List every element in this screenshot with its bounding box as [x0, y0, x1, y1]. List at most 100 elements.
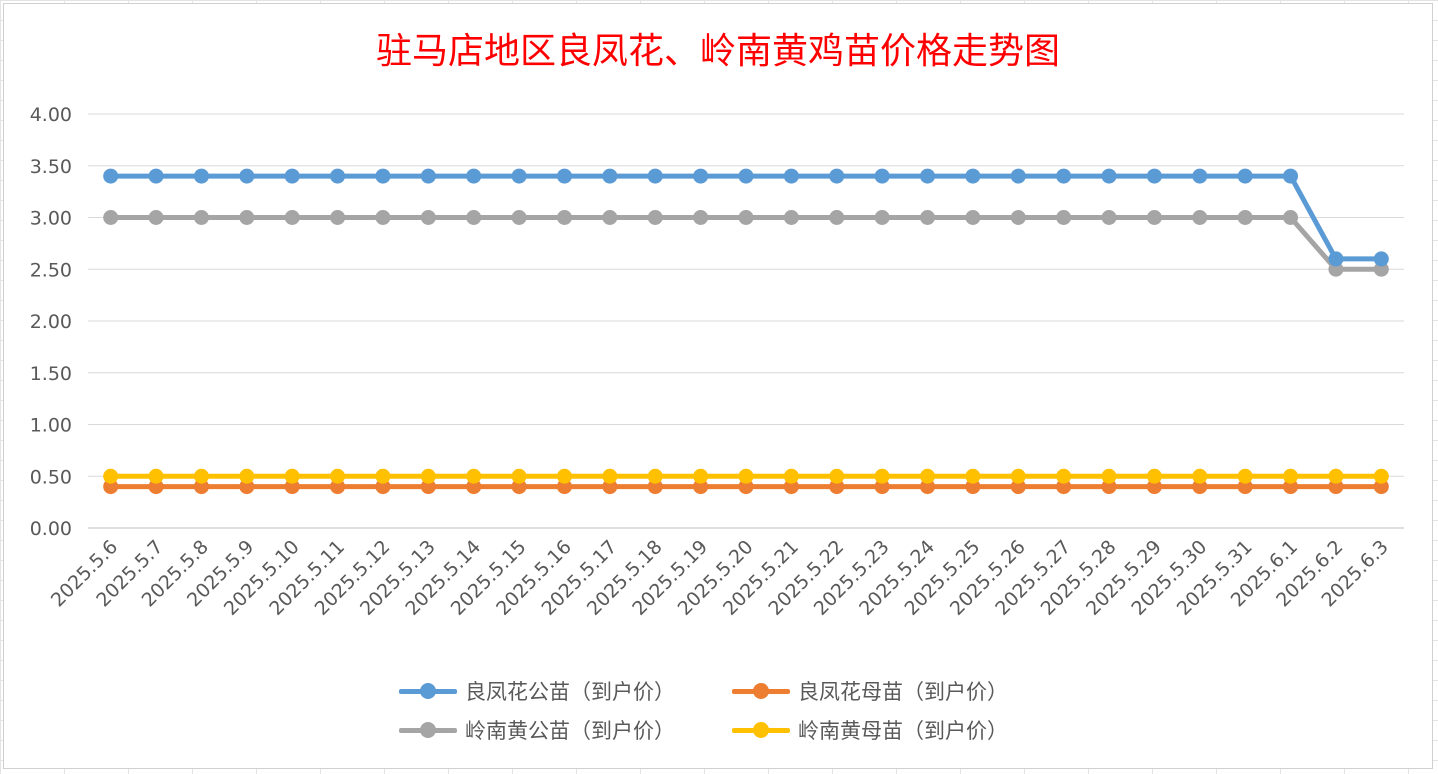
data-point[interactable]	[148, 468, 164, 484]
data-point[interactable]	[965, 210, 981, 225]
data-point[interactable]	[1146, 168, 1162, 184]
data-point[interactable]	[1101, 168, 1117, 184]
data-point[interactable]	[556, 479, 572, 495]
data-point[interactable]	[466, 479, 482, 495]
legend-item-series-1[interactable]: 良凤花公苗（到户价）	[397, 674, 675, 708]
data-point[interactable]	[1237, 210, 1253, 225]
data-point[interactable]	[1373, 468, 1389, 484]
data-point[interactable]	[874, 468, 890, 484]
data-point[interactable]	[1192, 210, 1208, 225]
data-point[interactable]	[148, 210, 164, 225]
data-point[interactable]	[420, 168, 436, 184]
data-point[interactable]	[193, 168, 209, 184]
data-point[interactable]	[239, 479, 255, 495]
data-point[interactable]	[1373, 479, 1389, 495]
data-point[interactable]	[1283, 479, 1299, 495]
data-point[interactable]	[1101, 210, 1117, 225]
data-point[interactable]	[375, 468, 391, 484]
data-point[interactable]	[1237, 479, 1253, 495]
data-point[interactable]	[738, 210, 754, 225]
data-point[interactable]	[920, 468, 936, 484]
data-point[interactable]	[193, 479, 209, 495]
data-point[interactable]	[148, 168, 164, 184]
data-point[interactable]	[239, 210, 255, 225]
data-point[interactable]	[783, 468, 799, 484]
data-point[interactable]	[647, 468, 663, 484]
data-point[interactable]	[193, 210, 209, 225]
data-point[interactable]	[1010, 168, 1026, 184]
data-point[interactable]	[284, 468, 300, 484]
data-point[interactable]	[1237, 168, 1253, 184]
data-point[interactable]	[602, 468, 618, 484]
data-point[interactable]	[330, 479, 346, 495]
data-point[interactable]	[375, 168, 391, 184]
data-point[interactable]	[420, 479, 436, 495]
data-point[interactable]	[965, 468, 981, 484]
data-point[interactable]	[103, 168, 119, 184]
data-point[interactable]	[874, 210, 890, 225]
data-point[interactable]	[1101, 468, 1117, 484]
data-point[interactable]	[1283, 168, 1299, 184]
data-point[interactable]	[375, 210, 391, 225]
data-point[interactable]	[284, 210, 300, 225]
data-point[interactable]	[693, 468, 709, 484]
data-point[interactable]	[783, 479, 799, 495]
data-point[interactable]	[103, 479, 119, 495]
data-point[interactable]	[920, 168, 936, 184]
legend-item-series-3[interactable]: 岭南黄公苗（到户价）	[397, 713, 675, 747]
data-point[interactable]	[511, 168, 527, 184]
legend-item-series-2[interactable]: 良凤花母苗（到户价）	[730, 674, 1008, 708]
data-point[interactable]	[783, 168, 799, 184]
data-point[interactable]	[330, 468, 346, 484]
data-point[interactable]	[1328, 479, 1344, 495]
data-point[interactable]	[1373, 251, 1389, 267]
data-point[interactable]	[965, 168, 981, 184]
data-point[interactable]	[602, 168, 618, 184]
data-point[interactable]	[738, 168, 754, 184]
data-point[interactable]	[511, 468, 527, 484]
data-point[interactable]	[602, 479, 618, 495]
chart-area[interactable]: 驻马店地区良凤花、岭南黄鸡苗价格走势图 0.00 0.50 1.00 1.50 2.00…	[3, 3, 1433, 769]
data-point[interactable]	[1328, 251, 1344, 267]
data-point[interactable]	[148, 479, 164, 495]
data-point[interactable]	[239, 168, 255, 184]
data-point[interactable]	[693, 210, 709, 225]
data-point[interactable]	[1056, 210, 1072, 225]
data-point[interactable]	[330, 210, 346, 225]
data-point[interactable]	[1328, 468, 1344, 484]
data-point[interactable]	[783, 210, 799, 225]
data-point[interactable]	[1010, 479, 1026, 495]
data-point[interactable]	[466, 468, 482, 484]
data-point[interactable]	[920, 479, 936, 495]
data-point[interactable]	[1056, 168, 1072, 184]
data-point[interactable]	[1146, 479, 1162, 495]
data-point[interactable]	[1192, 479, 1208, 495]
data-point[interactable]	[375, 479, 391, 495]
data-point[interactable]	[647, 168, 663, 184]
data-point[interactable]	[1237, 468, 1253, 484]
data-point[interactable]	[602, 210, 618, 225]
data-point[interactable]	[1283, 210, 1299, 225]
data-point[interactable]	[829, 210, 845, 225]
legend-item-series-4[interactable]: 岭南黄母苗（到户价）	[730, 713, 1008, 747]
data-point[interactable]	[466, 210, 482, 225]
data-point[interactable]	[874, 168, 890, 184]
data-point[interactable]	[693, 479, 709, 495]
data-point[interactable]	[556, 210, 572, 225]
data-point[interactable]	[284, 479, 300, 495]
data-point[interactable]	[647, 210, 663, 225]
data-point[interactable]	[1146, 210, 1162, 225]
data-point[interactable]	[1056, 479, 1072, 495]
data-point[interactable]	[1056, 468, 1072, 484]
data-point[interactable]	[420, 210, 436, 225]
data-point[interactable]	[420, 468, 436, 484]
data-point[interactable]	[239, 468, 255, 484]
data-point[interactable]	[1373, 261, 1389, 277]
data-point[interactable]	[1146, 468, 1162, 484]
data-point[interactable]	[1283, 468, 1299, 484]
data-point[interactable]	[920, 210, 936, 225]
data-point[interactable]	[647, 479, 663, 495]
data-point[interactable]	[1101, 479, 1117, 495]
data-point[interactable]	[1010, 210, 1026, 225]
data-point[interactable]	[511, 479, 527, 495]
